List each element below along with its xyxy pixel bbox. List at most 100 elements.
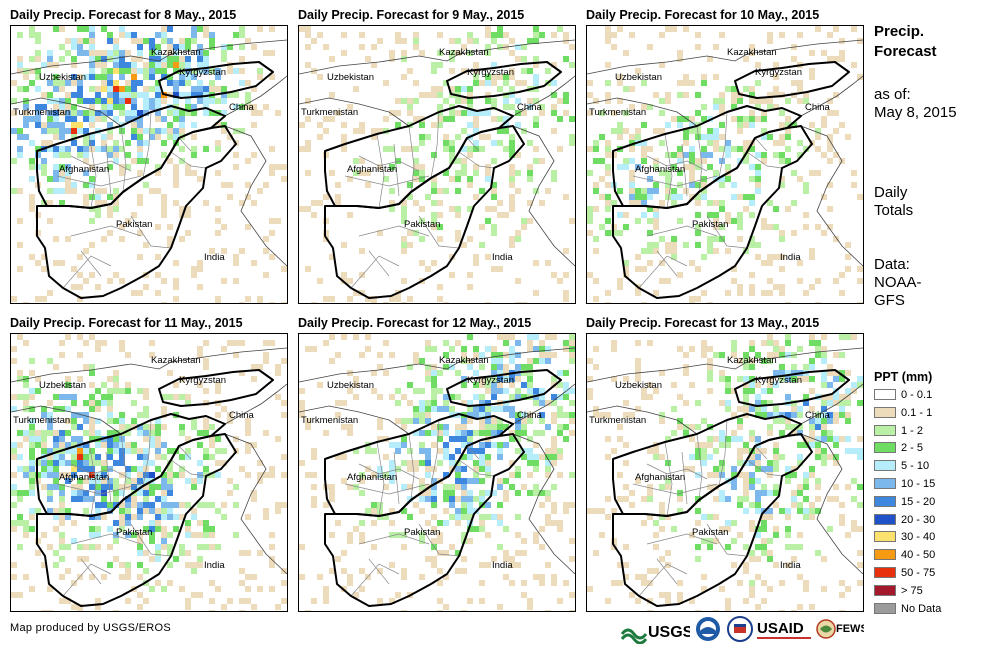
side-totals-line1: Daily bbox=[874, 184, 908, 201]
panel-title: Daily Precip. Forecast for 10 May., 2015 bbox=[586, 8, 820, 22]
country-label: Kazakhstan bbox=[727, 47, 777, 58]
country-border bbox=[224, 125, 287, 267]
country-outline bbox=[446, 61, 562, 99]
panel-title: Daily Precip. Forecast for 12 May., 2015 bbox=[298, 316, 532, 330]
noaa-seal-icon bbox=[696, 617, 720, 641]
forecast-panel-4: Daily Precip. Forecast for 11 May., 2015… bbox=[8, 316, 288, 616]
country-label: Kazakhstan bbox=[151, 47, 201, 58]
country-label: Turkmenistan bbox=[13, 415, 70, 426]
dhs-seal-logo bbox=[726, 614, 754, 644]
side-source-line3: GFS bbox=[874, 292, 905, 309]
country-border bbox=[11, 39, 287, 75]
precip-raster bbox=[11, 334, 287, 611]
country-label: India bbox=[780, 252, 801, 263]
country-label: Uzbekistan bbox=[327, 72, 374, 83]
country-border bbox=[800, 125, 863, 267]
legend-label: No Data bbox=[901, 602, 942, 615]
map-svg: Kazakhstan Uzbekistan Kyrgyzstan Turkmenist… bbox=[587, 334, 863, 611]
side-source-line2: NOAA- bbox=[874, 274, 922, 291]
country-label: Kazakhstan bbox=[439, 355, 489, 366]
usaid-logo-text: USAID bbox=[757, 620, 804, 637]
country-border bbox=[587, 405, 698, 435]
legend-title: PPT (mm) bbox=[874, 370, 933, 384]
side-title: Precip. Forecast bbox=[874, 22, 937, 62]
map-svg: Kazakhstan Uzbekistan Kyrgyzstan Turkmenist… bbox=[299, 26, 575, 303]
forecast-map: Kazakhstan Uzbekistan Kyrgyzstan Turkmenist… bbox=[10, 333, 288, 612]
country-label: China bbox=[229, 410, 255, 421]
country-label: Turkmenistan bbox=[301, 415, 358, 426]
country-border bbox=[512, 125, 575, 267]
country-outline bbox=[612, 125, 813, 299]
country-border bbox=[587, 39, 863, 75]
legend-swatch bbox=[874, 442, 896, 454]
legend-label: 15 - 20 bbox=[901, 495, 936, 508]
country-label: Afghanistan bbox=[59, 472, 109, 483]
side-title-line1: Precip. bbox=[874, 23, 925, 40]
country-label: Pakistan bbox=[116, 219, 152, 230]
legend-swatch bbox=[874, 567, 896, 578]
legend-swatch bbox=[874, 495, 896, 507]
usgs-logo-text: USGS bbox=[648, 624, 690, 641]
country-label: Kyrgyzstan bbox=[179, 375, 226, 386]
globe-icon: FEWS NET bbox=[816, 619, 893, 639]
fewsnet-logo-text: FEWS NET bbox=[836, 623, 864, 635]
forecast-panel-2: Daily Precip. Forecast for 9 May., 2015 … bbox=[296, 8, 576, 308]
legend-swatch bbox=[874, 389, 896, 400]
country-border bbox=[299, 97, 410, 127]
legend-label: 10 - 15 bbox=[901, 478, 936, 490]
side-asof: as of: bbox=[874, 86, 911, 103]
country-outline bbox=[158, 61, 274, 99]
country-label: Pakistan bbox=[692, 219, 728, 230]
province-boundaries bbox=[632, 111, 783, 289]
precip-raster bbox=[587, 334, 863, 611]
side-totals: Daily Totals bbox=[874, 184, 944, 220]
side-totals-line2: Totals bbox=[874, 202, 914, 219]
side-source-line1: Data: bbox=[874, 256, 910, 273]
country-border bbox=[512, 383, 575, 425]
forecast-map: Kazakhstan Uzbekistan Kyrgyzstan Turkmenist… bbox=[298, 333, 576, 612]
legend-swatch bbox=[874, 460, 896, 472]
country-label: Kazakhstan bbox=[439, 47, 489, 58]
map-svg: Kazakhstan Uzbekistan Kyrgyzstan Turkmenist… bbox=[299, 334, 575, 611]
country-border bbox=[299, 347, 575, 383]
panel-title: Daily Precip. Forecast for 13 May., 2015 bbox=[586, 316, 820, 330]
country-outline bbox=[734, 61, 850, 99]
side-title-line2: Forecast bbox=[874, 43, 937, 60]
country-label: Afghanistan bbox=[635, 472, 685, 483]
usgs-logo: USGS bbox=[620, 614, 694, 645]
country-border bbox=[299, 39, 575, 75]
country-border bbox=[800, 75, 863, 117]
country-border bbox=[512, 433, 575, 575]
country-label: China bbox=[229, 102, 255, 113]
side-date: May 8, 2015 bbox=[874, 104, 957, 121]
panel-title: Daily Precip. Forecast for 8 May., 2015 bbox=[10, 8, 237, 22]
province-boundaries bbox=[632, 419, 783, 597]
country-label: Pakistan bbox=[404, 219, 440, 230]
panel-title: Daily Precip. Forecast for 9 May., 2015 bbox=[298, 8, 525, 22]
province-boundaries bbox=[344, 111, 495, 289]
precip-raster bbox=[587, 26, 863, 303]
country-label: Kyrgyzstan bbox=[755, 67, 802, 78]
legend-label: 20 - 30 bbox=[901, 513, 936, 526]
legend-label: 30 - 40 bbox=[901, 531, 936, 544]
province-boundaries bbox=[56, 419, 207, 597]
country-label: Kyrgyzstan bbox=[467, 375, 514, 386]
forecast-map: Kazakhstan Uzbekistan Kyrgyzstan Turkmenist… bbox=[10, 25, 288, 304]
country-label: Afghanistan bbox=[347, 472, 397, 483]
country-label: Kazakhstan bbox=[151, 355, 201, 366]
legend-label: > 75 bbox=[901, 584, 923, 597]
country-label: India bbox=[204, 560, 225, 571]
country-label: Pakistan bbox=[692, 527, 728, 538]
legend-label: 0 - 0.1 bbox=[901, 389, 933, 401]
country-border bbox=[512, 75, 575, 117]
precip-raster bbox=[11, 26, 287, 303]
country-label: Turkmenistan bbox=[589, 107, 646, 118]
country-label: India bbox=[204, 252, 225, 263]
country-label: India bbox=[780, 560, 801, 571]
country-label: Kazakhstan bbox=[727, 355, 777, 366]
panel-title: Daily Precip. Forecast for 11 May., 2015 bbox=[10, 316, 243, 330]
legend-swatch bbox=[874, 549, 896, 561]
country-border bbox=[800, 433, 863, 575]
country-label: Turkmenistan bbox=[13, 107, 70, 118]
country-border bbox=[11, 347, 287, 383]
